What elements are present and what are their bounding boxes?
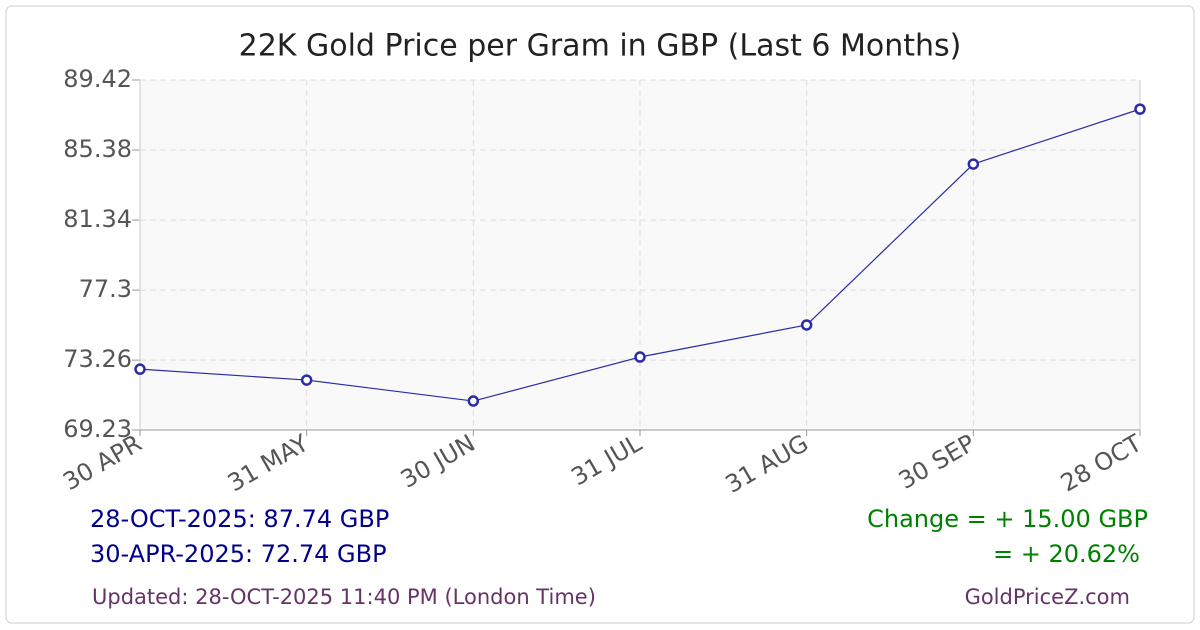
point (1134, 103, 1146, 115)
point (800, 319, 813, 331)
y-tick-label: 89.42 (63, 65, 132, 93)
source: GoldPriceZ.com (965, 585, 1130, 609)
point (967, 158, 980, 170)
chart-title: 22K Gold Price per Gram in GBP (Last 6 M… (239, 29, 962, 64)
updated: Updated: 28-OCT-2025 11:40 PM (London Ti… (92, 585, 596, 609)
y-tick-label: 73.26 (63, 345, 132, 373)
change-amount: Change = + 15.00 GBP (867, 505, 1148, 533)
y-tick-label: 77.3 (79, 275, 132, 303)
y-tick-label: 81.34 (63, 205, 132, 233)
point (467, 395, 480, 407)
point (134, 363, 146, 375)
y-tick-label: 69.23 (63, 415, 132, 443)
earliest-price: 30-APR-2025: 72.74 GBP (90, 540, 387, 568)
point (634, 351, 646, 363)
latest-price: 28-OCT-2025: 87.74 GBP (90, 505, 389, 533)
point (300, 374, 313, 386)
change-percent: = + 20.62% (993, 540, 1140, 568)
y-tick-label: 85.38 (63, 135, 132, 163)
